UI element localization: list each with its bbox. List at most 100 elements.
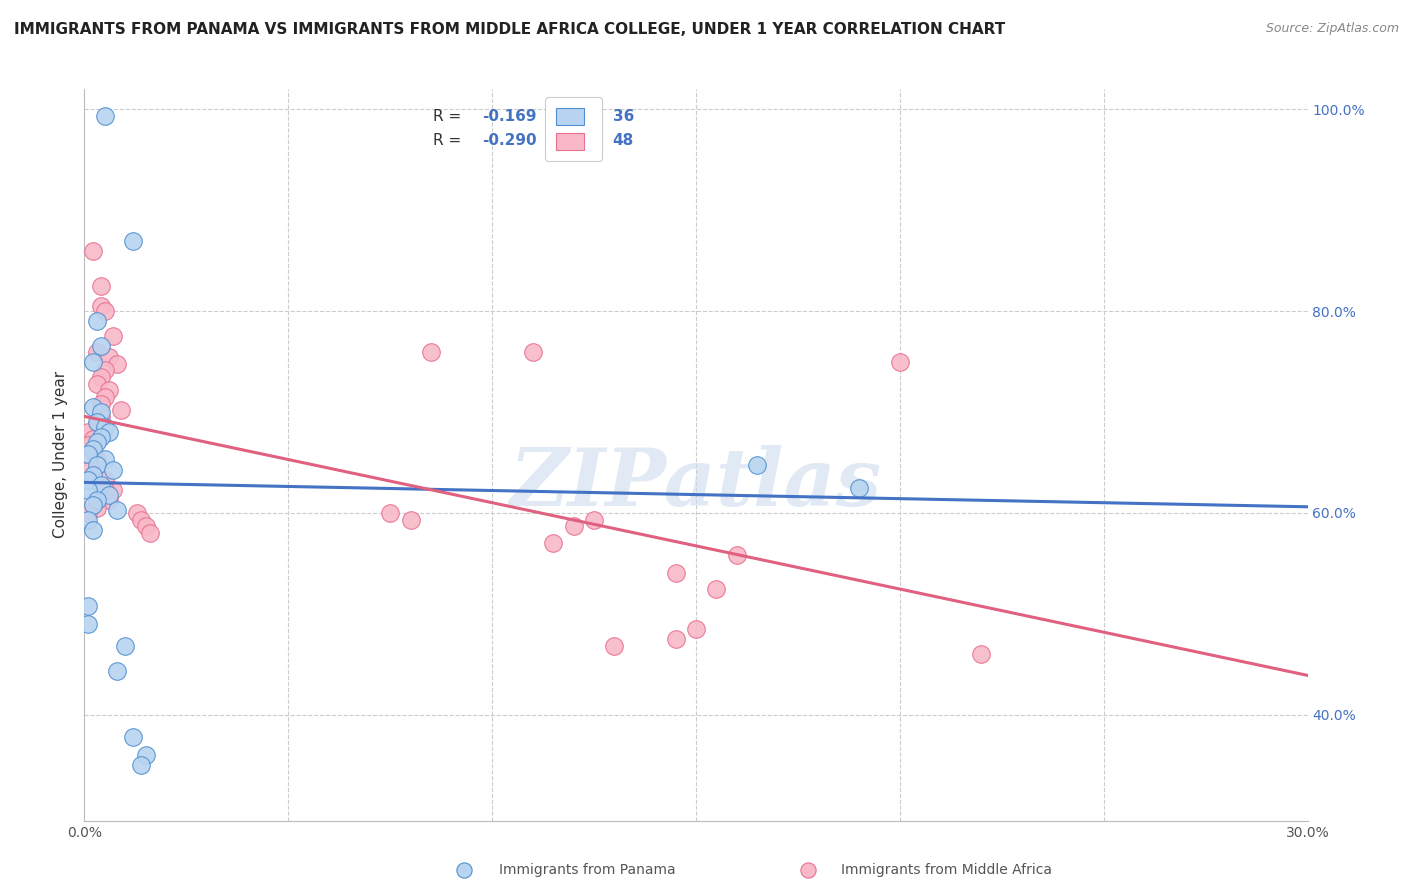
Y-axis label: College, Under 1 year: College, Under 1 year [53, 371, 69, 539]
Point [86, 376, 108, 391]
Point [86, 435, 108, 450]
Point [583, 513, 606, 527]
Point [603, 639, 626, 653]
Point [101, 462, 124, 476]
Point [86, 314, 108, 328]
Point [77, 438, 100, 452]
Point [105, 503, 128, 517]
Point [77, 464, 100, 478]
Point [725, 549, 748, 563]
Point [453, 863, 475, 877]
Point [82, 432, 104, 446]
Point [110, 403, 132, 417]
Point [77, 599, 100, 613]
Point [105, 357, 128, 371]
Point [797, 863, 820, 877]
Point [127, 506, 149, 520]
Text: -0.169: -0.169 [482, 110, 537, 125]
Point [97, 350, 120, 364]
Point [131, 513, 153, 527]
Point [122, 234, 145, 248]
Point [706, 582, 728, 596]
Point [82, 445, 104, 459]
Point [114, 639, 136, 653]
Point [86, 417, 108, 432]
Point [685, 622, 707, 636]
Legend: , : , [546, 97, 602, 161]
Point [90, 430, 112, 444]
Point [93, 362, 117, 376]
Point [77, 473, 100, 487]
Point [77, 483, 100, 497]
Point [399, 513, 422, 527]
Point [665, 566, 688, 581]
Point [97, 492, 120, 507]
Text: Immigrants from Middle Africa: Immigrants from Middle Africa [841, 863, 1052, 877]
Point [93, 304, 117, 318]
Point [86, 344, 108, 359]
Point [82, 498, 104, 512]
Point [562, 519, 585, 533]
Point [138, 526, 160, 541]
Point [82, 523, 104, 537]
Point [90, 369, 112, 384]
Point [86, 452, 108, 467]
Point [848, 481, 870, 495]
Point [747, 458, 769, 472]
Point [380, 506, 402, 520]
Point [97, 425, 120, 440]
Point [135, 747, 157, 762]
Text: R =: R = [433, 110, 467, 125]
Point [82, 354, 104, 368]
Point [86, 492, 108, 507]
Point [522, 344, 544, 359]
Point [101, 329, 124, 343]
Point [93, 390, 117, 404]
Text: ZIPatlas: ZIPatlas [510, 445, 882, 523]
Point [93, 473, 117, 487]
Text: IMMIGRANTS FROM PANAMA VS IMMIGRANTS FROM MIDDLE AFRICA COLLEGE, UNDER 1 YEAR CO: IMMIGRANTS FROM PANAMA VS IMMIGRANTS FRO… [14, 22, 1005, 37]
Point [93, 420, 117, 434]
Point [93, 110, 117, 124]
Point [93, 452, 117, 467]
Point [77, 506, 100, 520]
Text: 36: 36 [613, 110, 634, 125]
Point [77, 447, 100, 461]
Point [543, 536, 565, 550]
Point [101, 483, 124, 497]
Text: -0.290: -0.290 [482, 133, 537, 148]
Point [90, 279, 112, 293]
Point [90, 397, 112, 411]
Point [90, 410, 112, 425]
Point [82, 244, 104, 258]
Point [97, 488, 120, 502]
Point [889, 354, 911, 368]
Point [122, 730, 145, 744]
Point [90, 405, 112, 419]
Point [86, 458, 108, 472]
Text: Immigrants from Panama: Immigrants from Panama [499, 863, 676, 877]
Point [131, 758, 153, 772]
Point [82, 442, 104, 457]
Point [82, 400, 104, 414]
Point [77, 616, 100, 631]
Point [90, 339, 112, 353]
Point [97, 383, 120, 397]
Text: Source: ZipAtlas.com: Source: ZipAtlas.com [1265, 22, 1399, 36]
Point [665, 632, 688, 646]
Point [420, 344, 443, 359]
Point [82, 467, 104, 482]
Point [93, 483, 117, 497]
Text: N =: N = [550, 133, 593, 148]
Point [90, 299, 112, 313]
Point [105, 665, 128, 679]
Point [135, 519, 157, 533]
Text: R =: R = [433, 133, 467, 148]
Text: 48: 48 [613, 133, 634, 148]
Point [90, 477, 112, 491]
Point [77, 425, 100, 440]
Point [77, 513, 100, 527]
Point [86, 500, 108, 515]
Text: N =: N = [550, 110, 593, 125]
Point [970, 647, 993, 661]
